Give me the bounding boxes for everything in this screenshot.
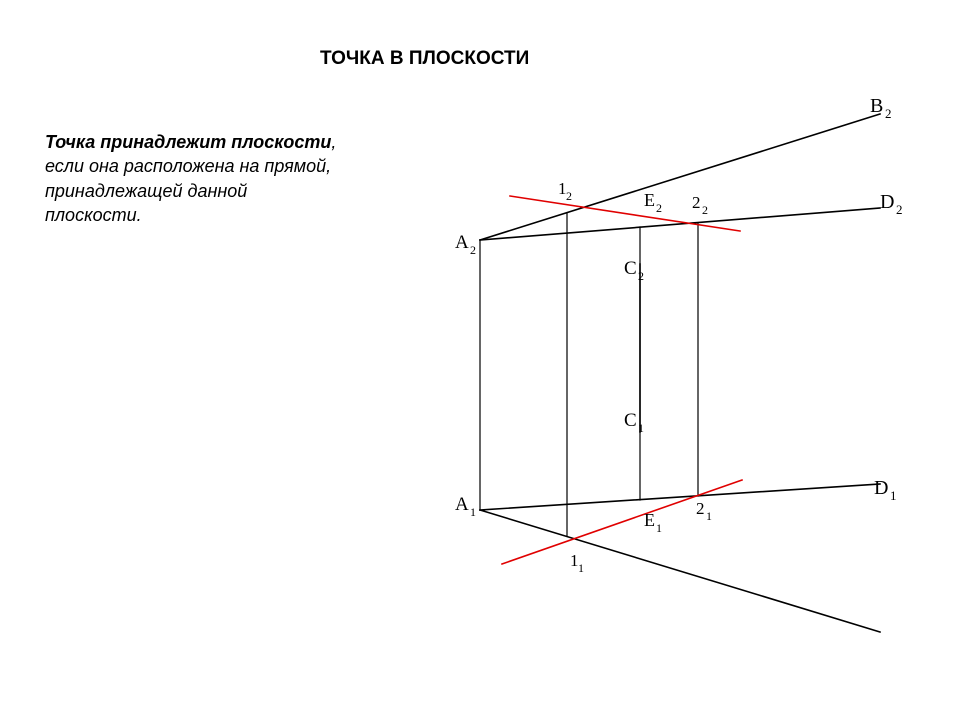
svg-text:2: 2 <box>896 202 903 217</box>
svg-text:2: 2 <box>696 499 705 518</box>
svg-text:A: A <box>455 494 469 515</box>
projection-diagram: B2D2A212E222C2C1A1E121D111 <box>380 96 940 656</box>
page-title: ТОЧКА В ПЛОСКОСТИ <box>320 48 529 70</box>
svg-text:1: 1 <box>706 509 712 523</box>
diagram-svg: B2D2A212E222C2C1A1E121D111 <box>380 96 940 656</box>
svg-text:A: A <box>455 232 469 253</box>
svg-text:2: 2 <box>470 243 476 257</box>
svg-text:2: 2 <box>692 193 701 212</box>
svg-text:E: E <box>644 190 655 210</box>
svg-text:1: 1 <box>578 561 584 575</box>
svg-text:D: D <box>880 191 894 213</box>
svg-text:2: 2 <box>656 201 662 215</box>
svg-text:1: 1 <box>638 421 644 435</box>
svg-text:D: D <box>874 477 888 499</box>
svg-text:2: 2 <box>885 106 892 121</box>
svg-text:2: 2 <box>566 189 572 203</box>
svg-text:E: E <box>644 510 655 530</box>
svg-text:2: 2 <box>702 203 708 217</box>
svg-text:1: 1 <box>656 521 662 535</box>
definition-paragraph: Точка принадлежит плоскости, если она ра… <box>45 130 345 227</box>
svg-text:2: 2 <box>638 269 644 283</box>
definition-lead: Точка принадлежит плоскости <box>45 132 331 152</box>
svg-text:C: C <box>624 410 637 431</box>
svg-text:1: 1 <box>890 488 897 503</box>
svg-text:C: C <box>624 258 637 279</box>
svg-text:B: B <box>870 96 883 117</box>
svg-text:1: 1 <box>470 505 476 519</box>
